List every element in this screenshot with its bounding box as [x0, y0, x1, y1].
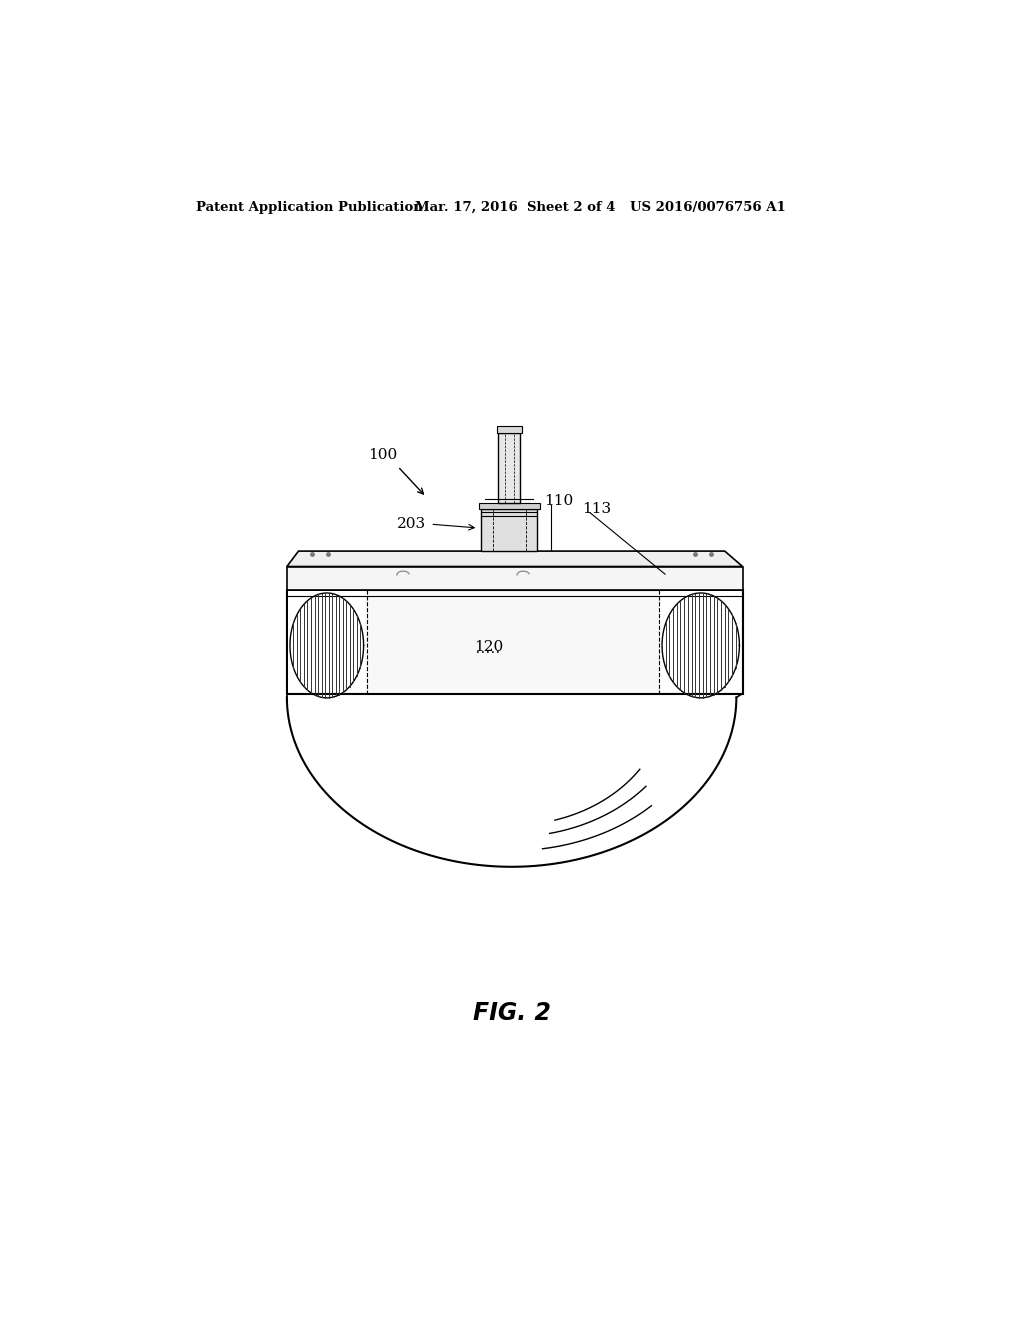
Text: US 2016/0076756 A1: US 2016/0076756 A1 — [630, 201, 786, 214]
Polygon shape — [660, 591, 741, 692]
Polygon shape — [479, 503, 540, 508]
Polygon shape — [287, 552, 742, 566]
Text: 120: 120 — [474, 640, 503, 655]
Polygon shape — [287, 566, 742, 590]
Polygon shape — [497, 425, 521, 433]
Polygon shape — [287, 590, 742, 693]
Text: 100: 100 — [369, 447, 397, 462]
Polygon shape — [289, 591, 366, 692]
Text: 113: 113 — [583, 502, 611, 516]
Text: Patent Application Publication: Patent Application Publication — [197, 201, 423, 214]
Polygon shape — [499, 433, 520, 503]
Text: 203: 203 — [397, 517, 426, 531]
Text: Mar. 17, 2016  Sheet 2 of 4: Mar. 17, 2016 Sheet 2 of 4 — [415, 201, 615, 214]
Polygon shape — [481, 508, 538, 552]
Text: FIG. 2: FIG. 2 — [473, 1001, 551, 1026]
Text: 110: 110 — [544, 494, 573, 508]
